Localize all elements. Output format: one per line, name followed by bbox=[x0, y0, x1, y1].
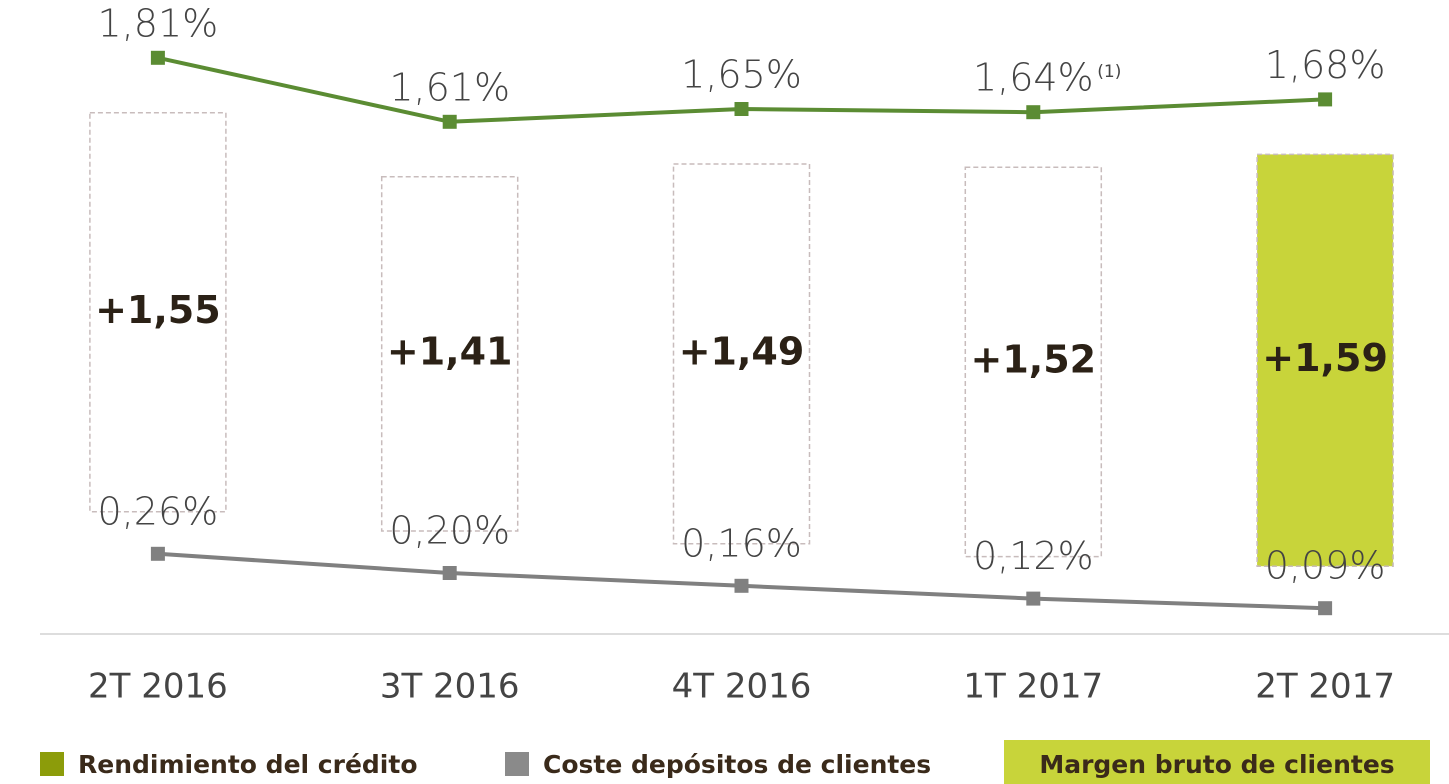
bar bbox=[380, 176, 519, 532]
bar-value-label: +1,41 bbox=[387, 329, 513, 373]
line-marker bbox=[1318, 601, 1333, 616]
data-label: 1,68% bbox=[1265, 43, 1386, 87]
annotation: (1) bbox=[1097, 62, 1121, 82]
legend-swatch bbox=[40, 752, 64, 776]
bar-value-label: +1,55 bbox=[95, 288, 221, 332]
x-tick-label: 3T 2016 bbox=[380, 667, 520, 707]
legend-label: Coste depósitos de clientes bbox=[543, 750, 931, 779]
bar bbox=[1256, 153, 1394, 567]
line-marker bbox=[1318, 92, 1333, 107]
line-marker bbox=[1026, 591, 1041, 606]
x-tick-label: 4T 2016 bbox=[672, 667, 812, 707]
line-marker bbox=[442, 114, 457, 129]
x-tick-label: 2T 2017 bbox=[1255, 667, 1395, 707]
data-label: 1,81% bbox=[98, 1, 219, 45]
line-marker bbox=[734, 102, 749, 116]
data-label: 1,61% bbox=[389, 65, 510, 109]
x-tick-label: 1T 2017 bbox=[963, 667, 1103, 707]
bar bbox=[672, 163, 811, 545]
bar-value-label: +1,49 bbox=[679, 329, 805, 373]
data-label: 0,20% bbox=[389, 509, 510, 553]
data-label: 0,12% bbox=[973, 534, 1094, 578]
bar bbox=[964, 166, 1103, 558]
x-tick-label: 2T 2016 bbox=[88, 667, 228, 707]
bar-value-label: +1,52 bbox=[970, 337, 1096, 381]
legend-swatch bbox=[505, 752, 529, 776]
line-marker bbox=[442, 566, 457, 580]
line-marker bbox=[150, 546, 165, 561]
data-label: 0,16% bbox=[681, 521, 802, 565]
legend-label: Margen bruto de clientes bbox=[1039, 750, 1394, 779]
line-marker bbox=[1026, 105, 1041, 120]
data-label: 1,65% bbox=[681, 53, 802, 97]
bar bbox=[89, 112, 227, 513]
legend-swatch bbox=[1004, 740, 1430, 784]
data-label: 1,64% bbox=[973, 56, 1094, 100]
bar-value-label: +1,59 bbox=[1262, 336, 1388, 380]
legend-label: Rendimiento del crédito bbox=[78, 750, 418, 779]
line-marker bbox=[734, 578, 749, 593]
data-label: 0,26% bbox=[98, 489, 219, 533]
line-marker bbox=[150, 50, 165, 65]
data-label: 0,09% bbox=[1265, 544, 1386, 588]
